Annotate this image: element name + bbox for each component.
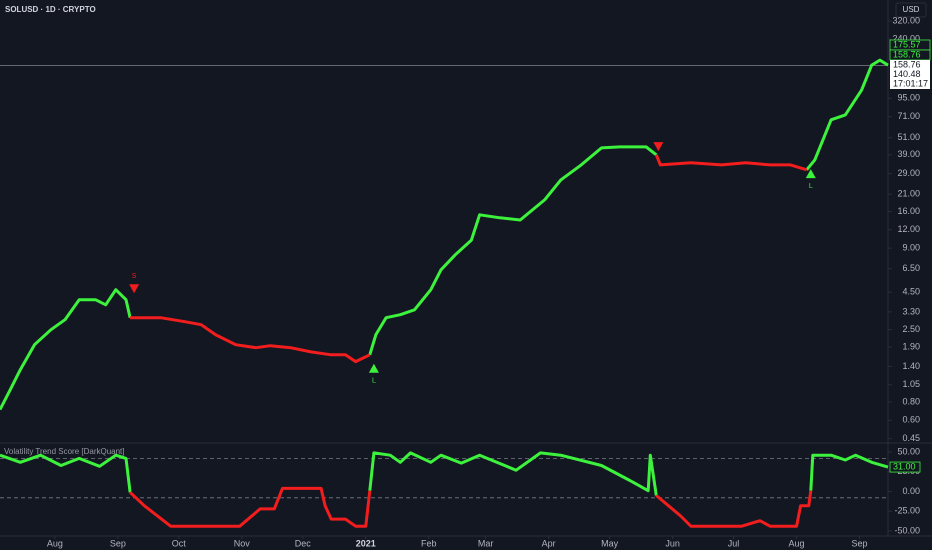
trend-line: [129, 486, 813, 528]
x-tick-label: Aug: [789, 538, 805, 548]
signal-marker: [129, 284, 140, 294]
y-tick-label: 0.80: [902, 396, 920, 406]
last-price-label: 158.76: [893, 59, 921, 69]
signal-label: L: [372, 378, 376, 385]
y-tick-label: 71.00: [897, 111, 920, 121]
y-tick-label: 95.00: [897, 93, 920, 103]
y-tick-label: 240.00: [892, 34, 920, 44]
x-tick-label: Nov: [234, 538, 251, 548]
y-tick-label: 50.00: [897, 446, 920, 456]
y-tick-label: 51.00: [897, 132, 920, 142]
y-tick-label: 4.50: [902, 287, 920, 297]
signal-marker: [653, 142, 664, 152]
y-tick-label: 21.00: [897, 189, 920, 199]
y-tick-label: 0.45: [902, 433, 920, 443]
y-tick-label: 1.05: [902, 379, 920, 389]
y-tick-label: 6.50: [902, 263, 920, 273]
y-tick-label: 9.00: [902, 242, 920, 252]
x-tick-label: Sep: [110, 538, 126, 548]
signal-marker: [805, 169, 816, 179]
signal-label: L: [809, 183, 813, 190]
currency: USD: [903, 5, 920, 14]
price-badge-label: 175.57: [893, 39, 921, 49]
last-price-badge: [890, 60, 930, 89]
price-badge-label: 158.76: [893, 49, 921, 59]
y-tick-label: 0.00: [902, 486, 920, 496]
trend-line: [0, 451, 889, 496]
y-tick-label: 3.30: [902, 306, 920, 316]
trend-line: [130, 154, 808, 364]
y-tick-label: -50.00: [894, 525, 920, 535]
signal-marker: [368, 363, 379, 373]
signal-label: S: [132, 273, 137, 280]
last-price-info: 140.48: [893, 69, 921, 79]
y-tick-label: 16.00: [897, 206, 920, 216]
indicator-title: Volatility Trend Score [DarkQuant]: [4, 447, 125, 456]
x-tick-label: Apr: [542, 538, 556, 548]
y-tick-label: 320.00: [892, 15, 920, 25]
last-value-label: 31.00: [893, 461, 916, 471]
x-tick-label: Dec: [295, 538, 312, 548]
y-tick-label: 0.60: [902, 415, 920, 425]
y-tick-label: 39.00: [897, 149, 920, 159]
x-tick-label: Jun: [665, 538, 680, 548]
last-value-badge: [889, 461, 921, 473]
x-tick-label: Aug: [47, 538, 63, 548]
currency-box[interactable]: [895, 2, 927, 18]
symbol-title: SOLUSD · 1D · CRYPTO: [5, 5, 96, 14]
y-tick-label: 1.90: [902, 341, 920, 351]
y-tick-label: 12.00: [897, 224, 920, 234]
x-tick-label: Mar: [478, 538, 494, 548]
y-tick-label: 29.00: [897, 168, 920, 178]
x-tick-label: Jul: [728, 538, 740, 548]
x-tick-label: Feb: [421, 538, 437, 548]
x-tick-label: Sep: [852, 538, 868, 548]
x-tick-label: May: [601, 538, 619, 548]
y-tick-label: 2.50: [902, 324, 920, 334]
last-price-info: 17:01:17: [893, 78, 928, 88]
x-tick-label: 2021: [356, 538, 376, 548]
trend-line: [0, 58, 889, 411]
y-tick-label: -25.00: [894, 506, 920, 516]
x-tick-label: Oct: [172, 538, 187, 548]
y-tick-label: 1.40: [902, 361, 920, 371]
